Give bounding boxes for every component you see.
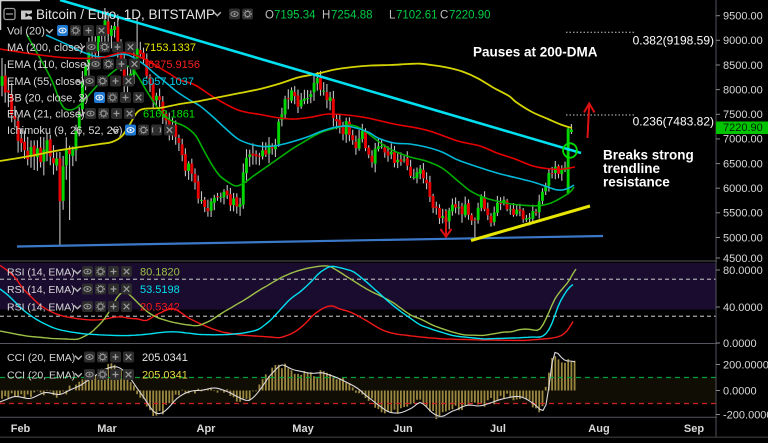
- svg-text:L: L: [389, 10, 396, 22]
- svg-text:Aug: Aug: [588, 423, 609, 435]
- svg-text:resistance: resistance: [603, 175, 670, 190]
- svg-text:Pauses at 200-DMA: Pauses at 200-DMA: [473, 45, 598, 60]
- svg-text:Sep: Sep: [684, 423, 704, 435]
- svg-text:205.0341: 205.0341: [142, 370, 188, 382]
- svg-text:Mar: Mar: [97, 423, 117, 435]
- svg-text:7220.90: 7220.90: [449, 10, 491, 22]
- svg-text:20.5342: 20.5342: [140, 302, 180, 314]
- svg-text:7500.00: 7500.00: [723, 109, 763, 121]
- svg-text:7153.1337: 7153.1337: [144, 42, 196, 54]
- svg-text:Jul: Jul: [490, 423, 506, 435]
- svg-text:0.236(7483.82): 0.236(7483.82): [633, 115, 714, 129]
- svg-text:6375.9156: 6375.9156: [148, 59, 200, 71]
- svg-text:205.0341: 205.0341: [142, 352, 188, 364]
- svg-text:6057.1037: 6057.1037: [142, 76, 194, 88]
- svg-text:0.382(9198.59): 0.382(9198.59): [633, 34, 714, 48]
- svg-text:MA (200, close): MA (200, close): [7, 42, 83, 54]
- svg-text:5500.00: 5500.00: [723, 208, 763, 220]
- svg-text:Jun: Jun: [393, 423, 413, 435]
- svg-text:Vol (20): Vol (20): [7, 26, 45, 38]
- svg-text:6000.00: 6000.00: [723, 183, 763, 195]
- svg-text:9000.00: 9000.00: [723, 35, 763, 47]
- svg-text:May: May: [292, 423, 314, 435]
- svg-text:trendline: trendline: [603, 161, 660, 176]
- svg-text:EMA (55, close): EMA (55, close): [7, 76, 85, 88]
- svg-text:BB (20, close, 2): BB (20, close, 2): [7, 93, 88, 105]
- svg-text:RSI (14, EMA): RSI (14, EMA): [7, 301, 75, 313]
- svg-text:RSI (14, EMA): RSI (14, EMA): [7, 266, 75, 278]
- svg-text:Ichimoku (9, 26, 52, 26): Ichimoku (9, 26, 52, 26): [7, 125, 123, 137]
- svg-text:CCI (20, EMA): CCI (20, EMA): [7, 352, 75, 364]
- svg-text:40.0000: 40.0000: [723, 302, 763, 314]
- svg-text:-200.0000: -200.0000: [723, 409, 768, 421]
- svg-text:Feb: Feb: [11, 423, 31, 435]
- svg-text:7195.34: 7195.34: [274, 10, 316, 22]
- svg-text:CCI (20, EMA): CCI (20, EMA): [7, 369, 75, 381]
- svg-text:8500.00: 8500.00: [723, 60, 763, 72]
- svg-text:O: O: [265, 10, 274, 22]
- svg-text:7102.61: 7102.61: [396, 10, 438, 22]
- svg-text:7220.90: 7220.90: [723, 122, 763, 134]
- svg-text:EMA (21, close): EMA (21, close): [7, 109, 85, 121]
- svg-text:6500.00: 6500.00: [723, 158, 763, 170]
- svg-text:53.5198: 53.5198: [140, 284, 180, 296]
- svg-text:6162.1861: 6162.1861: [143, 109, 195, 121]
- svg-text:80.1820: 80.1820: [140, 267, 180, 279]
- svg-text:Breaks strong: Breaks strong: [603, 148, 694, 163]
- svg-text:200.0000: 200.0000: [723, 359, 768, 371]
- svg-text:RSI (14, EMA): RSI (14, EMA): [7, 284, 75, 296]
- svg-text:7254.88: 7254.88: [331, 10, 373, 22]
- svg-text:0.0000: 0.0000: [723, 385, 757, 397]
- svg-text:7000.00: 7000.00: [723, 134, 763, 146]
- svg-text:H: H: [322, 10, 330, 22]
- svg-text:5000.00: 5000.00: [723, 232, 763, 244]
- svg-text:EMA (110, close): EMA (110, close): [7, 59, 90, 71]
- svg-text:Bitcoin / Euro, 1D, BITSTAMP: Bitcoin / Euro, 1D, BITSTAMP: [36, 7, 215, 22]
- svg-text:8000.00: 8000.00: [723, 84, 763, 96]
- svg-text:0.0000: 0.0000: [723, 338, 757, 350]
- svg-text:C: C: [440, 10, 448, 22]
- svg-text:Apr: Apr: [197, 423, 217, 435]
- svg-text:80.0000: 80.0000: [723, 265, 763, 277]
- svg-text:9500.00: 9500.00: [723, 11, 763, 23]
- svg-text:4500.00: 4500.00: [723, 253, 763, 265]
